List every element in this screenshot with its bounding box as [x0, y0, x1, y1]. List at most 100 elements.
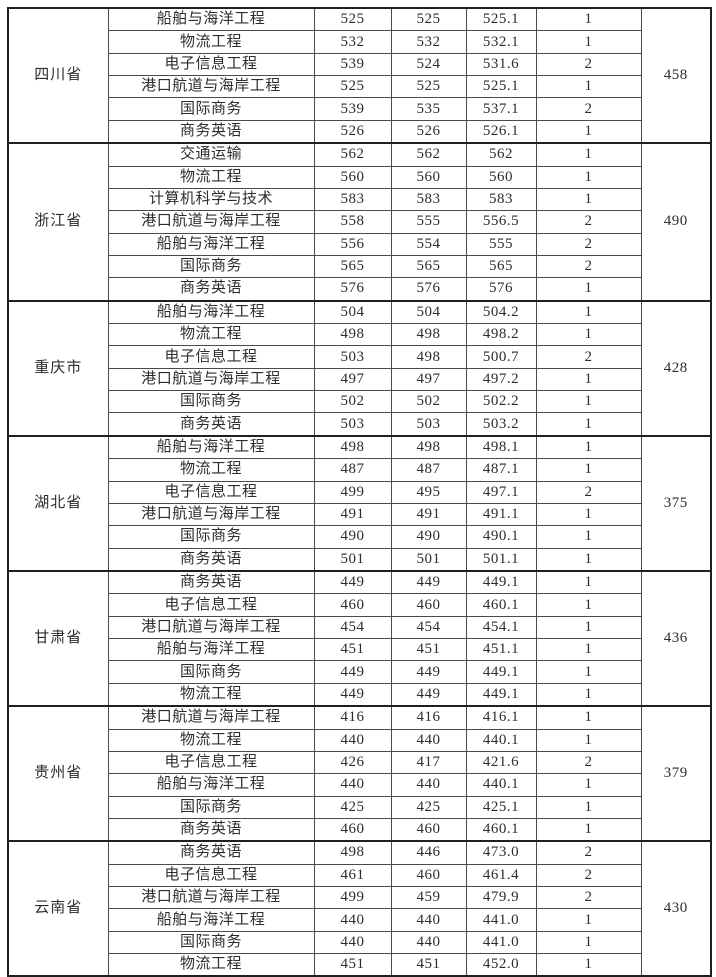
table-row: 电子信息工程 426 417 421.6 2 [8, 750, 711, 775]
major-cell: 商务英语 [107, 277, 315, 302]
score-cell-3: 461.4 [465, 863, 537, 888]
score-cell-1: 498 [313, 840, 392, 865]
score-cell-3: 497.2 [465, 367, 537, 392]
score-cell-2: 498 [390, 323, 467, 347]
score-cell-3: 479.9 [465, 886, 537, 910]
group-value-cell: 379 [640, 705, 712, 842]
score-cell-2: 554 [390, 232, 467, 256]
score-cell-2: 524 [390, 52, 467, 77]
score-cell-1: 539 [313, 97, 392, 121]
score-cell-1: 461 [313, 863, 392, 888]
table-row: 甘肃省 商务英语 449 449 449.1 1 436 [7, 569, 712, 707]
score-cell-2: 525 [390, 75, 467, 99]
count-cell: 2 [535, 840, 642, 865]
count-cell: 1 [535, 502, 642, 527]
score-cell-1: 558 [313, 210, 392, 234]
score-cell-1: 451 [313, 953, 392, 977]
table-row: 港口航道与海岸工程 558 555 556.5 2 [8, 210, 711, 234]
score-cell-3: 425.1 [465, 795, 537, 819]
count-cell: 1 [535, 638, 642, 662]
score-cell-3: 497.1 [465, 480, 537, 504]
count-cell: 1 [535, 908, 642, 932]
score-cell-1: 460 [313, 593, 392, 617]
count-cell: 1 [535, 458, 642, 482]
score-cell-3: 440.1 [465, 773, 537, 797]
count-cell: 1 [535, 930, 642, 955]
table-row: 船舶与海洋工程 440 440 441.0 1 [8, 908, 711, 932]
score-cell-3: 473.0 [465, 840, 537, 865]
count-cell: 1 [535, 728, 642, 752]
score-cell-1: 416 [313, 705, 392, 730]
count-cell: 1 [535, 569, 642, 595]
major-cell: 交通运输 [107, 142, 315, 167]
score-cell-2: 446 [390, 840, 467, 865]
score-cell-1: 440 [313, 728, 392, 752]
major-cell: 国际商务 [107, 930, 315, 955]
score-cell-2: 495 [390, 480, 467, 504]
major-cell: 港口航道与海岸工程 [107, 886, 315, 910]
count-cell: 1 [535, 367, 642, 392]
score-cell-3: 449.1 [465, 682, 537, 707]
count-cell: 1 [535, 7, 642, 32]
count-cell: 1 [535, 165, 642, 189]
table-row: 物流工程 498 498 498.2 1 [8, 323, 711, 347]
table-row: 船舶与海洋工程 451 451 451.1 1 [8, 638, 711, 662]
major-cell: 商务英语 [107, 547, 315, 572]
score-cell-2: 565 [390, 254, 467, 279]
major-cell: 船舶与海洋工程 [107, 908, 315, 932]
score-cell-2: 498 [390, 434, 467, 460]
score-cell-3: 576 [465, 277, 537, 302]
score-cell-2: 555 [390, 210, 467, 234]
score-cell-2: 487 [390, 458, 467, 482]
score-cell-3: 537.1 [465, 97, 537, 121]
score-cell-1: 532 [313, 30, 392, 54]
score-cell-3: 583 [465, 187, 537, 212]
major-cell: 国际商务 [107, 795, 315, 819]
table-row: 商务英语 576 576 576 1 [8, 277, 711, 302]
group-value-cell: 428 [640, 299, 712, 437]
score-cell-1: 451 [313, 638, 392, 662]
score-cell-2: 526 [390, 119, 467, 144]
major-cell: 国际商务 [107, 97, 315, 121]
count-cell: 1 [535, 299, 642, 325]
table-row: 电子信息工程 460 460 460.1 1 [8, 593, 711, 617]
table-row: 船舶与海洋工程 440 440 440.1 1 [8, 773, 711, 797]
count-cell: 1 [535, 187, 642, 212]
score-cell-2: 449 [390, 660, 467, 684]
count-cell: 1 [535, 434, 642, 460]
score-cell-2: 504 [390, 299, 467, 325]
major-cell: 电子信息工程 [107, 593, 315, 617]
count-cell: 1 [535, 390, 642, 414]
province-cell: 云南省 [7, 840, 109, 977]
score-cell-1: 562 [313, 142, 392, 167]
major-cell: 国际商务 [107, 660, 315, 684]
table-row: 国际商务 565 565 565 2 [8, 254, 711, 279]
count-cell: 1 [535, 547, 642, 572]
score-cell-1: 498 [313, 434, 392, 460]
major-cell: 船舶与海洋工程 [107, 232, 315, 256]
score-cell-3: 525.1 [465, 75, 537, 99]
count-cell: 1 [535, 30, 642, 54]
count-cell: 1 [535, 705, 642, 730]
score-cell-1: 491 [313, 502, 392, 527]
major-cell: 国际商务 [107, 254, 315, 279]
table-row: 物流工程 487 487 487.1 1 [8, 458, 711, 482]
table-row: 四川省 船舶与海洋工程 525 525 525.1 1 458 [7, 6, 712, 144]
table-row: 物流工程 440 440 440.1 1 [8, 728, 711, 752]
table-row: 浙江省 交通运输 562 562 562 1 490 [7, 142, 712, 302]
table-row: 电子信息工程 503 498 500.7 2 [8, 345, 711, 369]
major-cell: 物流工程 [107, 458, 315, 482]
score-cell-3: 531.6 [465, 52, 537, 77]
score-cell-3: 500.7 [465, 345, 537, 369]
table-row: 国际商务 449 449 449.1 1 [8, 660, 711, 684]
table-row: 国际商务 440 440 441.0 1 [8, 930, 711, 955]
score-cell-1: 503 [313, 412, 392, 437]
score-cell-3: 504.2 [465, 299, 537, 325]
major-cell: 国际商务 [107, 525, 315, 549]
score-cell-1: 539 [313, 52, 392, 77]
count-cell: 2 [535, 863, 642, 888]
score-cell-1: 502 [313, 390, 392, 414]
table-row: 物流工程 449 449 449.1 1 [8, 682, 711, 707]
major-cell: 港口航道与海岸工程 [107, 705, 315, 730]
count-cell: 1 [535, 660, 642, 684]
